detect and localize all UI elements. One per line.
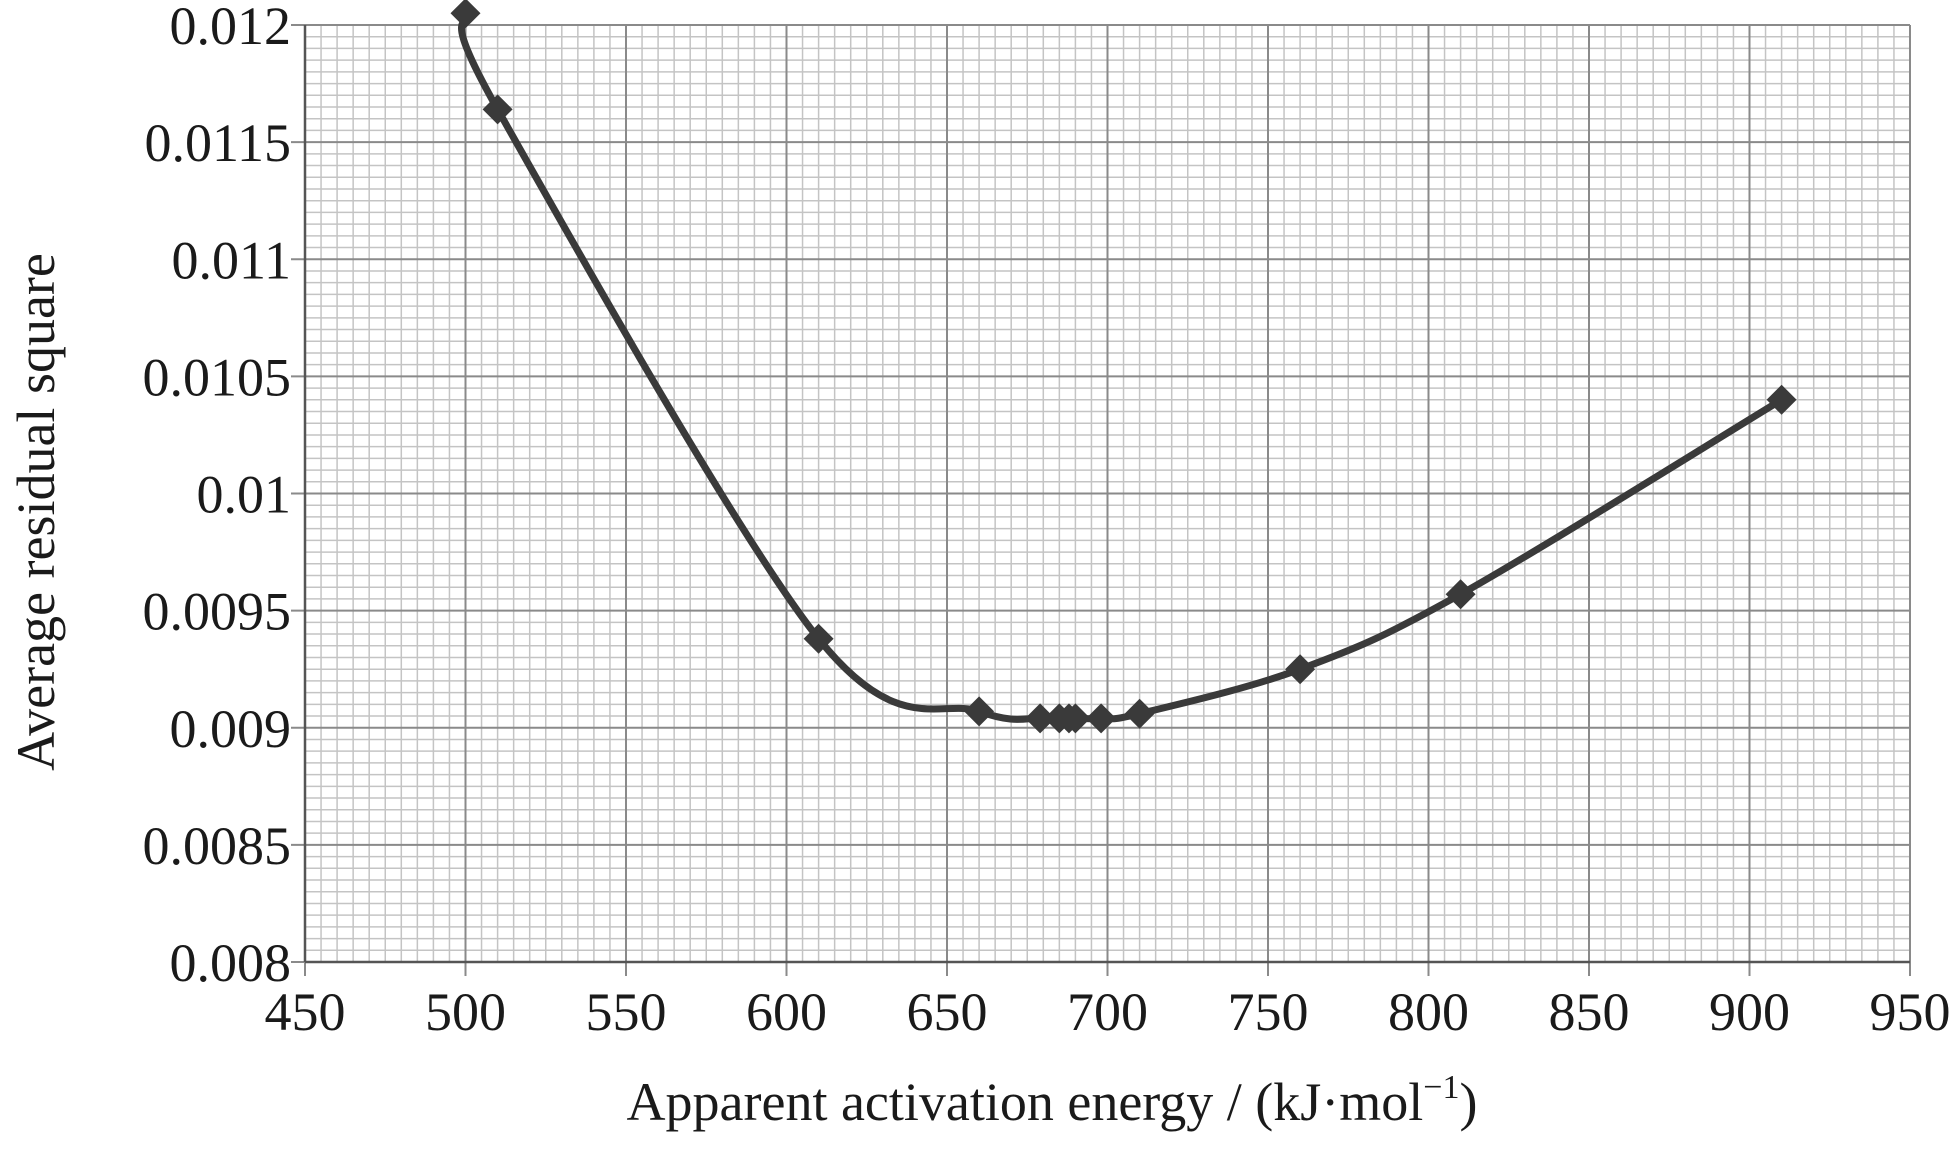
x-tick-label: 850: [1549, 982, 1630, 1042]
y-tick-label: 0.01: [197, 465, 292, 525]
x-axis-title-end: ): [1459, 1072, 1477, 1132]
y-tick-label: 0.008: [170, 933, 292, 993]
y-tick-label: 0.011: [172, 230, 292, 290]
y-tick-label: 0.0115: [145, 113, 292, 173]
y-tick-label: 0.0105: [143, 347, 292, 407]
x-tick-label: 800: [1388, 982, 1469, 1042]
data-point-marker: [1025, 703, 1056, 734]
x-tick-label: 450: [265, 982, 346, 1042]
x-tick-label: 650: [907, 982, 988, 1042]
x-axis-title: Apparent activation energy / (kJ·mol−1): [627, 1069, 1478, 1132]
x-tick-label: 950: [1870, 982, 1951, 1042]
y-axis-title: Average residual square: [6, 253, 66, 771]
axes: [303, 25, 1910, 964]
x-tick-label: 600: [746, 982, 827, 1042]
data-point-marker: [964, 696, 995, 727]
y-tick-label: 0.012: [170, 0, 292, 56]
x-tick-labels: 450 500 550 600 650 700 750 800 850 900 950: [265, 982, 1951, 1042]
data-point-marker: [482, 94, 513, 125]
x-axis-title-superscript: −1: [1423, 1069, 1459, 1106]
y-tick-labels: 0.008 0.0085 0.009 0.0095 0.01 0.0105 0.011 0.0…: [143, 0, 292, 993]
data-point-marker: [1445, 579, 1476, 610]
data-point-marker: [1124, 698, 1155, 729]
y-tick-label: 0.0085: [143, 816, 292, 876]
data-markers: [450, 0, 1797, 734]
data-point-marker: [1086, 703, 1117, 734]
data-point-marker: [450, 0, 481, 29]
y-tick-label: 0.009: [170, 699, 292, 759]
x-tick-label: 900: [1709, 982, 1790, 1042]
data-point-marker: [1766, 384, 1797, 415]
data-point-marker: [1285, 654, 1316, 685]
x-tick-label: 500: [425, 982, 506, 1042]
y-tick-label: 0.0095: [143, 582, 292, 642]
data-point-marker: [803, 623, 834, 654]
data-point-marker: [1060, 703, 1091, 734]
x-tick-label: 700: [1067, 982, 1148, 1042]
x-axis-title-main: Apparent activation energy / (kJ·mol: [627, 1072, 1424, 1132]
x-tick-label: 750: [1228, 982, 1309, 1042]
x-tick-label: 550: [586, 982, 667, 1042]
